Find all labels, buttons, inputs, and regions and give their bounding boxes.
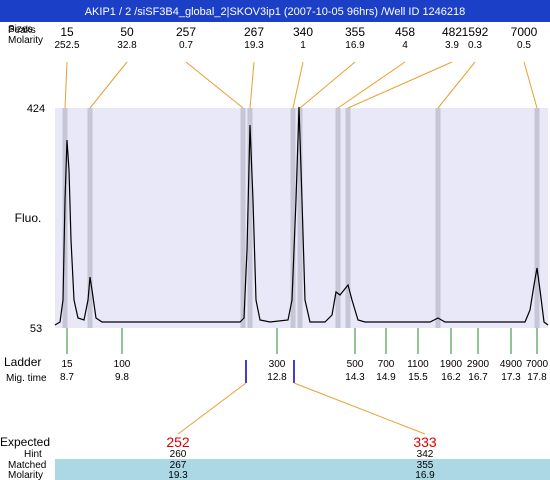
ladder-time: 16.7	[468, 372, 488, 383]
trace	[54, 106, 549, 326]
axis-bottom: 53	[30, 323, 42, 335]
ladder-time: 12.8	[267, 372, 287, 383]
peak-band	[345, 108, 351, 328]
peak-band	[87, 108, 93, 328]
ladder-time: 15.5	[408, 372, 428, 383]
expected-label: Expected	[0, 435, 50, 449]
peak-molarity: 0.3	[468, 40, 482, 51]
ladder-time: 17.3	[501, 372, 521, 383]
peak-size: 1592	[462, 25, 489, 39]
axis-label: Fluo.	[15, 211, 42, 225]
peak-molarity: 0.5	[517, 40, 531, 51]
ladder-time: 8.7	[60, 372, 74, 383]
sizes-label: Sizes	[8, 24, 32, 35]
match-line	[293, 382, 426, 435]
ladder-size: 700	[378, 359, 395, 370]
peak-size: 50	[120, 25, 134, 39]
ladder-time: 14.9	[376, 372, 396, 383]
ladder-label: Ladder	[4, 355, 41, 369]
expected-size: 252	[166, 434, 190, 450]
peak-connector	[89, 61, 128, 109]
peak-band	[290, 108, 296, 328]
peak-connector	[64, 61, 68, 109]
ladder-size: 4900	[500, 359, 523, 370]
peak-connector	[299, 61, 356, 109]
peak-connector	[437, 61, 476, 109]
peak-band	[534, 108, 540, 328]
ladder-time: 9.8	[115, 372, 129, 383]
mig-time-label: Mig. time	[6, 373, 47, 384]
ladder-time: 14.3	[345, 372, 365, 383]
peak-molarity: 0.7	[179, 40, 193, 51]
expected-size: 333	[413, 434, 437, 450]
peak-size: 257	[176, 25, 196, 39]
hint-label: Hint	[24, 449, 42, 460]
ladder-size: 300	[269, 359, 286, 370]
peak-size: 458	[395, 25, 415, 39]
ladder-time: 16.2	[441, 372, 461, 383]
match-line	[177, 382, 247, 435]
peak-band	[435, 108, 441, 328]
peak-molarity: 252.5	[54, 40, 79, 51]
peak-connector	[185, 61, 244, 109]
peak-band	[240, 108, 246, 328]
peak-molarity: 4	[402, 40, 408, 51]
ladder-size: 7000	[526, 359, 549, 370]
ladder-time: 17.8	[527, 372, 547, 383]
expected-value: 342	[417, 449, 434, 460]
expected-value: 19.3	[168, 470, 188, 480]
title-bar	[0, 0, 550, 22]
peak-size: 482	[442, 25, 462, 39]
peak-molarity: 3.9	[445, 40, 459, 51]
ladder-size: 500	[347, 359, 364, 370]
peak-size: 355	[345, 25, 365, 39]
peak-connector	[337, 61, 406, 109]
expected-value: 267	[170, 460, 187, 471]
expected-value: 260	[170, 449, 187, 460]
peak-connector	[347, 61, 453, 109]
peak-band	[247, 108, 253, 328]
matched-band	[55, 459, 550, 480]
peak-size: 7000	[511, 25, 538, 39]
matched-label: Matched	[8, 460, 46, 471]
molarity-row-label: Molarity	[8, 470, 43, 480]
peak-molarity: 32.8	[117, 40, 137, 51]
peak-size: 340	[293, 25, 313, 39]
peaks-label: Peaks	[8, 25, 36, 36]
peak-molarity: 16.9	[345, 40, 365, 51]
ladder-size: 100	[114, 359, 131, 370]
ladder-size: 15	[61, 359, 73, 370]
ladder-size: 2900	[467, 359, 490, 370]
peak-connector	[249, 61, 255, 109]
peak-size: 267	[244, 25, 264, 39]
peak-band	[335, 108, 341, 328]
peak-molarity: 19.3	[244, 40, 264, 51]
ladder-size: 1900	[440, 359, 463, 370]
molarity-label: Molarity	[8, 35, 43, 46]
peak-connector	[292, 61, 304, 109]
expected-value: 16.9	[415, 470, 435, 480]
axis-top: 424	[27, 103, 45, 115]
title: AKIP1 / 2 /siSF3B4_global_2|SKOV3ip1 (20…	[85, 6, 466, 18]
expected-value: 355	[417, 460, 434, 471]
peak-band	[297, 108, 303, 328]
peak-size: 15	[60, 25, 74, 39]
ladder-size: 1100	[407, 359, 429, 370]
peak-connector	[523, 61, 538, 109]
peak-molarity: 1	[300, 40, 306, 51]
